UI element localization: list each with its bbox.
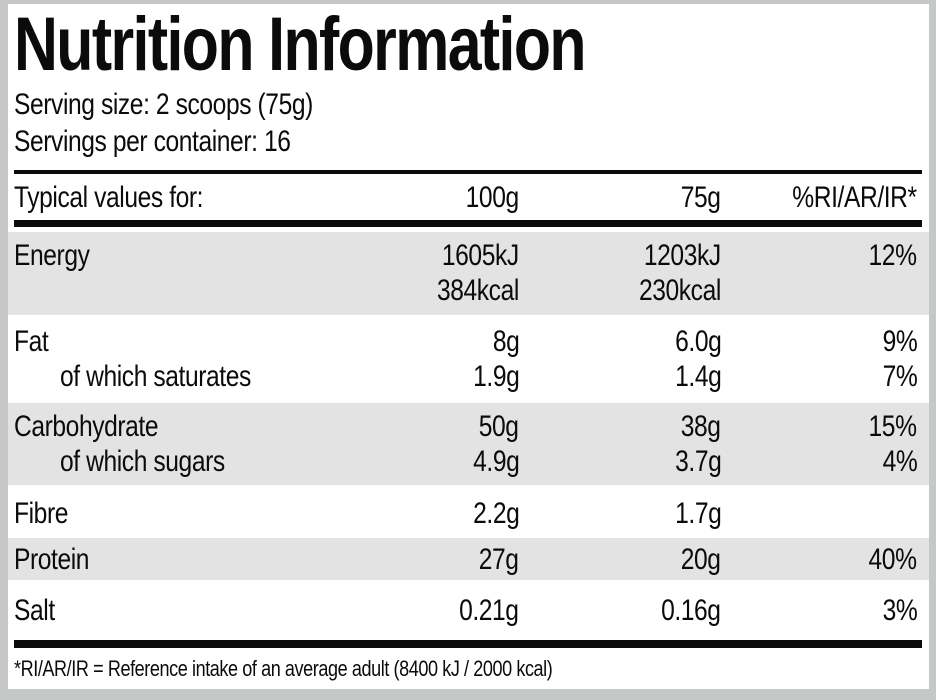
section-fat: Fat 8g 6.0g 9% of which saturates 1.9g 1…: [8, 315, 929, 403]
value-ri-percent: 3%: [882, 594, 917, 627]
section-carb: Carbohydrate 50g 38g 15% of which sugars…: [8, 403, 929, 485]
value-per-100g: 27g: [479, 543, 519, 576]
value-per-100g: 1.9g: [472, 360, 520, 393]
table-row-line: Protein 27g 20g 40%: [8, 542, 929, 577]
table-row-line: Carbohydrate 50g 38g 15%: [8, 409, 929, 444]
value-per-75g: 6.0g: [674, 325, 722, 358]
row-label: Carbohydrate: [14, 410, 159, 443]
page-title: Nutrition Information: [14, 2, 929, 87]
row-label: of which sugars: [60, 445, 225, 478]
value-per-75g: 1203kJ: [644, 239, 721, 272]
section-salt: Salt 0.21g 0.16g 3%: [8, 580, 929, 640]
value-ri-percent: 15%: [868, 410, 917, 443]
section-protein: Protein 27g 20g 40%: [8, 538, 929, 580]
table-row-line: Fat 8g 6.0g 9%: [8, 324, 929, 359]
value-per-100g: 8g: [492, 325, 519, 358]
value-per-100g: 4.9g: [472, 445, 520, 478]
row-label: Fat: [14, 325, 49, 358]
header-ri-percent: %RI/AR/IR*: [792, 180, 918, 214]
value-ri-percent: 7%: [882, 360, 917, 393]
value-per-75g: 1.4g: [674, 360, 722, 393]
value-ri-percent: [721, 273, 917, 308]
value-per-75g: 20g: [681, 543, 721, 576]
table-header: Typical values for: 100g 75g %RI/AR/IR*: [8, 174, 929, 220]
section-energy: Energy 1605kJ 1203kJ 12% 384kcal 230kcal: [8, 232, 929, 315]
nutrition-rows: Energy 1605kJ 1203kJ 12% 384kcal 230kcal…: [8, 232, 929, 640]
table-row-line: 384kcal 230kcal: [8, 273, 929, 308]
table-row-line: Fibre 2.2g 1.7g: [8, 496, 929, 531]
row-label: Fibre: [14, 497, 69, 530]
value-per-75g: 0.16g: [661, 594, 721, 627]
value-per-100g: 2.2g: [472, 497, 520, 530]
table-row-line: of which saturates 1.9g 1.4g 7%: [8, 359, 929, 394]
value-per-75g: 1.7g: [674, 497, 722, 530]
row-label: Energy: [14, 239, 90, 272]
header-typical-values: Typical values for:: [14, 180, 204, 214]
section-fibre: Fibre 2.2g 1.7g: [8, 485, 929, 538]
table-row-line: Energy 1605kJ 1203kJ 12%: [8, 238, 929, 273]
value-per-75g: 3.7g: [674, 445, 722, 478]
page-title-text: Nutrition Information: [14, 2, 587, 87]
row-label: Protein: [14, 543, 90, 576]
row-label: [14, 273, 319, 308]
table-row-line: of which sugars 4.9g 3.7g 4%: [8, 444, 929, 479]
value-per-100g: 1605kJ: [442, 239, 519, 272]
value-per-100g: 0.21g: [459, 594, 519, 627]
row-label: Salt: [14, 594, 55, 627]
row-label: of which saturates: [60, 360, 251, 393]
value-ri-percent: 12%: [868, 239, 917, 272]
value-ri-percent: [721, 496, 917, 531]
value-per-75g: 230kcal: [639, 274, 721, 307]
value-ri-percent: 9%: [882, 325, 917, 358]
value-per-75g: 38g: [681, 410, 721, 443]
footnote: *RI/AR/IR = Reference intake of an avera…: [14, 655, 929, 683]
value-ri-percent: 4%: [882, 445, 917, 478]
value-ri-percent: 40%: [868, 543, 917, 576]
serving-size-text: Serving size: 2 scoops (75g): [14, 88, 313, 121]
table-row-line: Salt 0.21g 0.16g 3%: [8, 593, 929, 628]
servings-per-container-text: Servings per container: 16: [14, 125, 291, 158]
header-75g: 75g: [681, 180, 721, 214]
divider-thick-top: [14, 220, 922, 227]
serving-size: Serving size: 2 scoops (75g): [14, 86, 929, 123]
header-100g: 100g: [465, 180, 520, 214]
servings-per-container: Servings per container: 16: [14, 123, 929, 160]
divider-thin: [14, 170, 922, 174]
footnote-text: *RI/AR/IR = Reference intake of an avera…: [14, 656, 553, 681]
value-per-100g: 50g: [479, 410, 519, 443]
divider-thick-bottom: [14, 640, 922, 648]
value-per-100g: 384kcal: [437, 274, 519, 307]
